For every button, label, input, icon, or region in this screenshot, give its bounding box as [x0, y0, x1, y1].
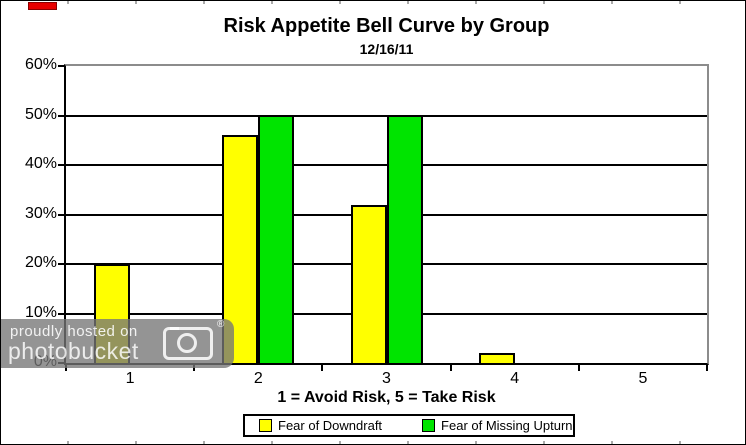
y-tick-label-20%: 20%	[24, 254, 57, 271]
bar-fear-of-downdraft-cat4	[478, 353, 515, 363]
legend-swatch	[422, 419, 436, 432]
x-tick-label-1: 1	[125, 370, 135, 387]
y-tick-label-10%: 10%	[24, 303, 57, 321]
y-axis-tick	[58, 213, 64, 216]
y-tick-label-60%: 60%	[24, 56, 57, 73]
legend-entry-fear-of-missing-upturn: Fear of Missing Upturn	[422, 418, 573, 433]
y-axis-tick	[58, 114, 64, 117]
bar-fear-of-missing-upturn-cat3	[386, 115, 423, 363]
watermark-line1: proudly hosted on	[10, 323, 138, 340]
red-marker	[28, 2, 57, 10]
bar-fear-of-downdraft-cat2	[222, 135, 259, 363]
y-axis-tick	[58, 263, 64, 265]
x-tick-label-4: 4	[510, 370, 520, 387]
x-tick-label-5: 5	[638, 370, 648, 387]
legend-box: Fear of Downdraft Fear of Missing Upturn	[243, 414, 575, 437]
legend-swatch	[259, 419, 272, 432]
x-axis-tick	[706, 365, 708, 371]
legend-entry-fear-of-downdraft: Fear of Downdraft	[259, 418, 382, 433]
legend-label: Fear of Missing Upturn	[441, 418, 573, 433]
chart-title: Risk Appetite Bell Curve by Group	[223, 15, 550, 37]
y-tick-label-40%: 40%	[24, 155, 57, 172]
x-axis-tick	[193, 365, 196, 371]
chart-subtitle: 12/16/11	[359, 41, 414, 57]
spreadsheet-cell-ticks-bottom	[1, 441, 745, 444]
y-axis-tick	[58, 65, 64, 67]
photobucket-watermark: proudly hosted on photobucket ®	[1, 319, 234, 368]
camera-lens-icon	[177, 333, 197, 353]
y-axis-tick	[58, 164, 64, 166]
y-axis-tick	[58, 312, 64, 315]
x-tick-label-3: 3	[382, 370, 391, 387]
x-axis-tick	[577, 365, 580, 371]
x-tick-label-2: 2	[253, 370, 263, 387]
x-axis-title: 1 = Avoid Risk, 5 = Take Risk	[277, 389, 496, 406]
spreadsheet-cell-ticks-top	[1, 1, 745, 4]
bar-fear-of-downdraft-cat3	[350, 205, 387, 363]
y-tick-label-30%: 30%	[24, 204, 57, 222]
registered-trademark-icon: ®	[217, 319, 225, 330]
bar-fear-of-missing-upturn-cat2	[258, 115, 295, 363]
watermark-line2: photobucket	[8, 338, 139, 364]
camera-viewfinder-icon	[170, 327, 179, 330]
legend-label: Fear of Downdraft	[278, 418, 383, 433]
camera-icon	[163, 327, 213, 360]
x-axis-tick	[449, 365, 452, 371]
y-tick-label-50%: 50%	[24, 105, 57, 123]
x-axis-tick	[321, 365, 324, 371]
x-axis-tick	[65, 365, 67, 371]
plot-area	[64, 64, 709, 365]
